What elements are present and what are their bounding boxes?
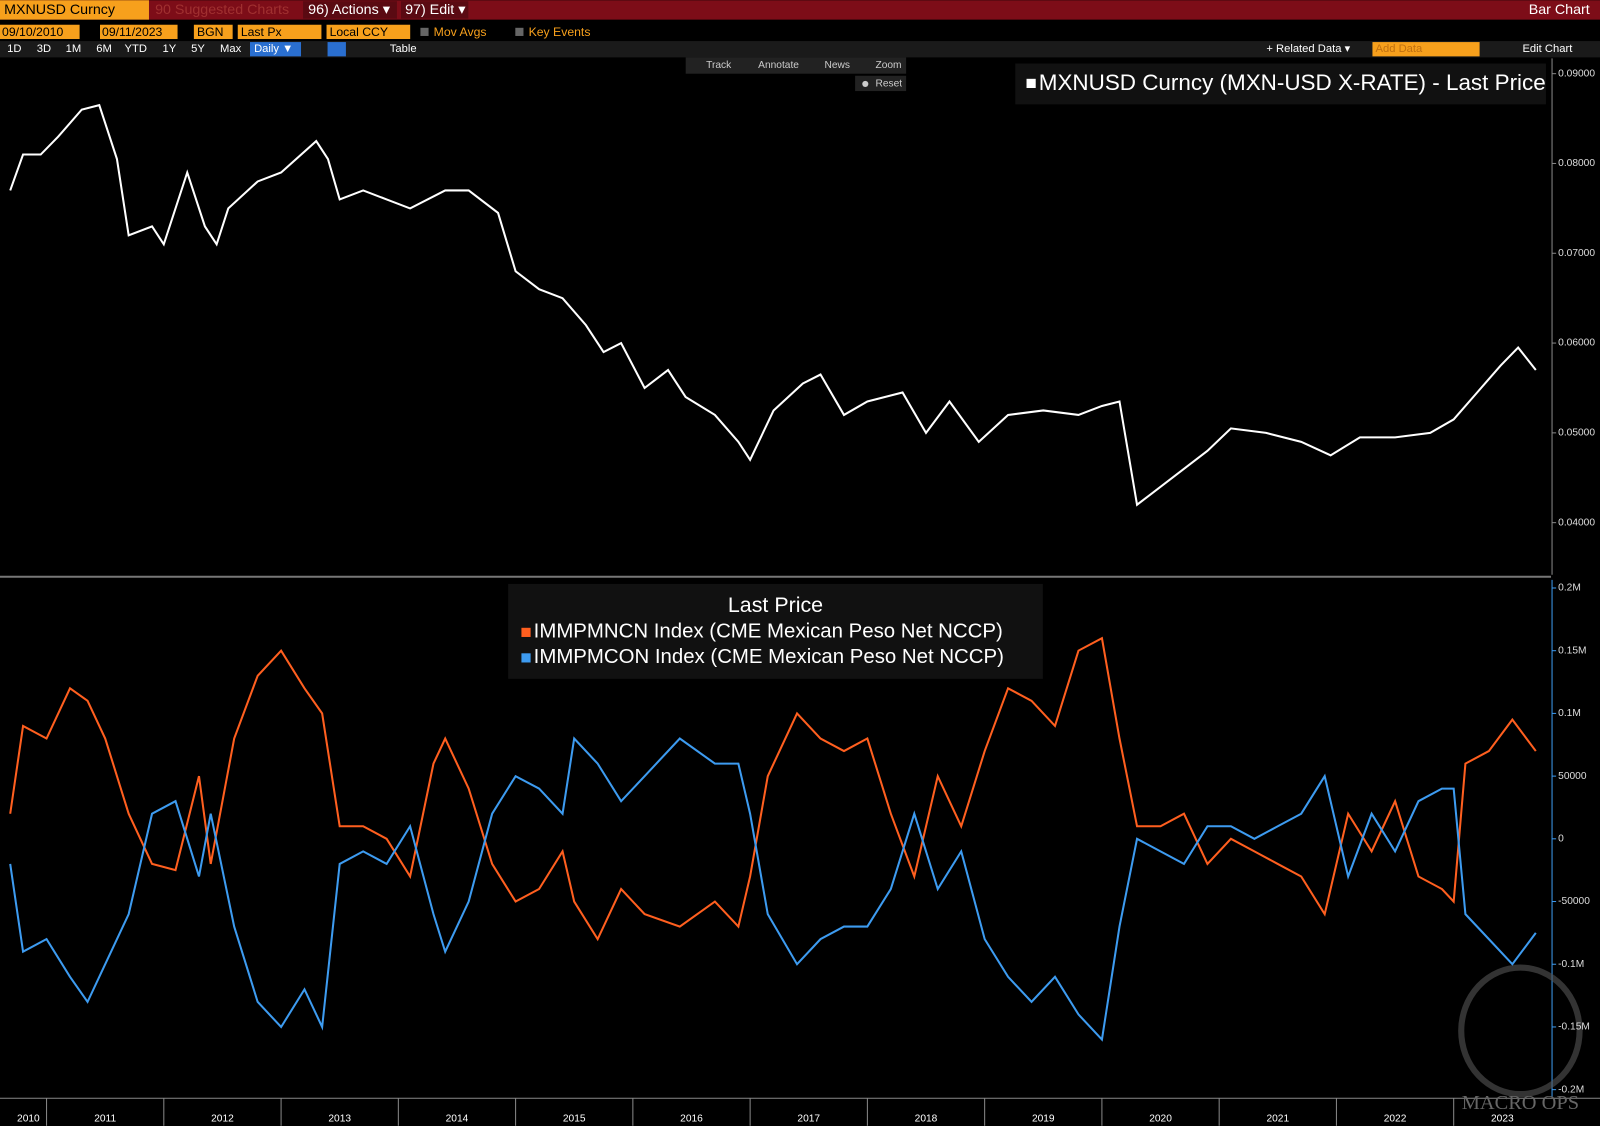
y-tick-label: -0.2M xyxy=(1558,1084,1584,1095)
edit-chart[interactable]: Edit Chart xyxy=(1522,43,1573,55)
field[interactable]: Last Px xyxy=(241,25,282,39)
y-tick-label: 0.09000 xyxy=(1558,68,1595,79)
x-tick-label: 2017 xyxy=(797,1113,820,1124)
reset[interactable]: Reset xyxy=(876,79,903,90)
currency-box[interactable] xyxy=(326,24,411,40)
legend-label: IMMPMCON Index (CME Mexican Peso Net NCC… xyxy=(534,646,1004,668)
x-tick-label: 2012 xyxy=(211,1113,234,1124)
x-tick-label: 2021 xyxy=(1266,1113,1289,1124)
x-tick-label: 2014 xyxy=(446,1113,469,1124)
period-buttons: 1D 3D 1M 6M YTD 1Y 5Y Max xyxy=(7,43,241,55)
x-tick-label: 2020 xyxy=(1149,1113,1172,1124)
x-tick-label: 2016 xyxy=(680,1113,703,1124)
x-tick-label: 2013 xyxy=(328,1113,351,1124)
bar-icon[interactable] xyxy=(327,42,346,57)
security-box[interactable] xyxy=(0,0,149,20)
edit-btn[interactable] xyxy=(401,1,469,19)
legend-swatch xyxy=(521,627,531,637)
checkbox[interactable] xyxy=(420,27,429,36)
y-tick-label: -0.15M xyxy=(1558,1022,1590,1033)
period[interactable]: Max xyxy=(220,43,242,55)
legend-label: MXNUSD Curncy (MXN-USD X-RATE) - Last Pr… xyxy=(1039,70,1546,95)
y-tick-label: 50000 xyxy=(1558,771,1587,782)
period[interactable]: 5Y xyxy=(191,43,205,55)
reset-box[interactable] xyxy=(855,75,907,92)
x-tick-label: 2015 xyxy=(563,1113,586,1124)
frequency[interactable]: Daily ▼ xyxy=(254,43,293,55)
top-bar xyxy=(0,0,1600,20)
y-tick-label: 0.2M xyxy=(1558,583,1581,594)
y-tick-label: 0.1M xyxy=(1558,708,1581,719)
period[interactable]: 1M xyxy=(66,43,82,55)
legend-bottom xyxy=(508,583,1043,679)
x-tick-label: 2022 xyxy=(1384,1113,1407,1124)
legend-swatch xyxy=(1026,78,1036,88)
x-tick-label: 2010 xyxy=(17,1113,40,1124)
source-box[interactable] xyxy=(193,24,233,40)
chart-tools: Track Annotate News Zoom xyxy=(685,57,907,74)
actions[interactable]: 96) Actions ▾ xyxy=(308,2,390,18)
x-tick-label: 2019 xyxy=(1032,1113,1055,1124)
chart-tool[interactable]: News xyxy=(824,60,849,71)
y-tick-label: 0.05000 xyxy=(1558,428,1595,439)
actions-btn[interactable] xyxy=(303,1,397,19)
chart-tool[interactable]: Track xyxy=(706,60,732,71)
legend-swatch xyxy=(521,653,531,663)
tools-box xyxy=(685,57,907,74)
end-date[interactable]: 09/11/2023 xyxy=(102,25,163,39)
related-data[interactable]: + Related Data ▾ xyxy=(1266,43,1350,55)
toolbar xyxy=(0,41,1600,58)
x-tick-label: 2018 xyxy=(915,1113,938,1124)
period[interactable]: 1Y xyxy=(163,43,177,55)
y-tick-label: 0.06000 xyxy=(1558,338,1595,349)
y-tick-label: 0.07000 xyxy=(1558,248,1595,259)
series-line xyxy=(9,103,1537,507)
start-box[interactable] xyxy=(0,24,80,40)
legend-top xyxy=(1015,63,1546,105)
period[interactable]: YTD xyxy=(124,43,146,55)
mov-avgs[interactable]: Mov Avgs xyxy=(434,25,487,39)
y-tick-label: 0 xyxy=(1558,834,1564,845)
x-tick-label: 2023 xyxy=(1491,1113,1514,1124)
legend-title: Last Price xyxy=(728,593,823,617)
period[interactable]: 1D xyxy=(7,43,21,55)
legend-entries: IMMPMNCN Index (CME Mexican Peso Net NCC… xyxy=(521,620,1004,668)
watermark-logo xyxy=(1458,964,1583,1098)
table[interactable]: Table xyxy=(390,43,417,55)
add-data[interactable]: Add Data xyxy=(1376,43,1424,55)
period[interactable]: 6M xyxy=(96,43,112,55)
security[interactable]: MXNUSD Curncy xyxy=(4,2,116,18)
start-date[interactable]: 09/10/2010 xyxy=(2,25,63,39)
checkbox[interactable] xyxy=(515,27,524,36)
end-box[interactable] xyxy=(100,24,178,40)
y-tick-label: 0.15M xyxy=(1558,645,1586,656)
period[interactable]: 3D xyxy=(37,43,51,55)
reset-icon xyxy=(862,80,869,87)
series-line xyxy=(9,736,1537,1042)
chart-kind: Bar Chart xyxy=(1529,2,1590,18)
y-tick-label: -0.1M xyxy=(1558,959,1584,970)
series-line xyxy=(9,636,1537,942)
key-events[interactable]: Key Events xyxy=(529,25,591,39)
x-tick-label: 2011 xyxy=(94,1113,116,1124)
y-tick-label: -50000 xyxy=(1558,896,1590,907)
edit[interactable]: 97) Edit ▾ xyxy=(405,2,465,18)
suggested-charts[interactable]: 90 Suggested Charts xyxy=(155,2,289,18)
currency[interactable]: Local CCY xyxy=(330,25,388,39)
frequency-box[interactable] xyxy=(250,42,302,57)
chart-tool[interactable]: Zoom xyxy=(876,60,902,71)
chart-tool[interactable]: Annotate xyxy=(758,60,799,71)
watermark: MACRO OPS xyxy=(1462,1092,1579,1114)
y-tick-label: 0.08000 xyxy=(1558,158,1595,169)
legend-label: IMMPMNCN Index (CME Mexican Peso Net NCC… xyxy=(534,620,1003,642)
source[interactable]: BGN xyxy=(197,25,224,39)
field-box[interactable] xyxy=(237,24,322,40)
y-tick-label: 0.04000 xyxy=(1558,517,1595,528)
add-data-box[interactable] xyxy=(1372,42,1480,57)
